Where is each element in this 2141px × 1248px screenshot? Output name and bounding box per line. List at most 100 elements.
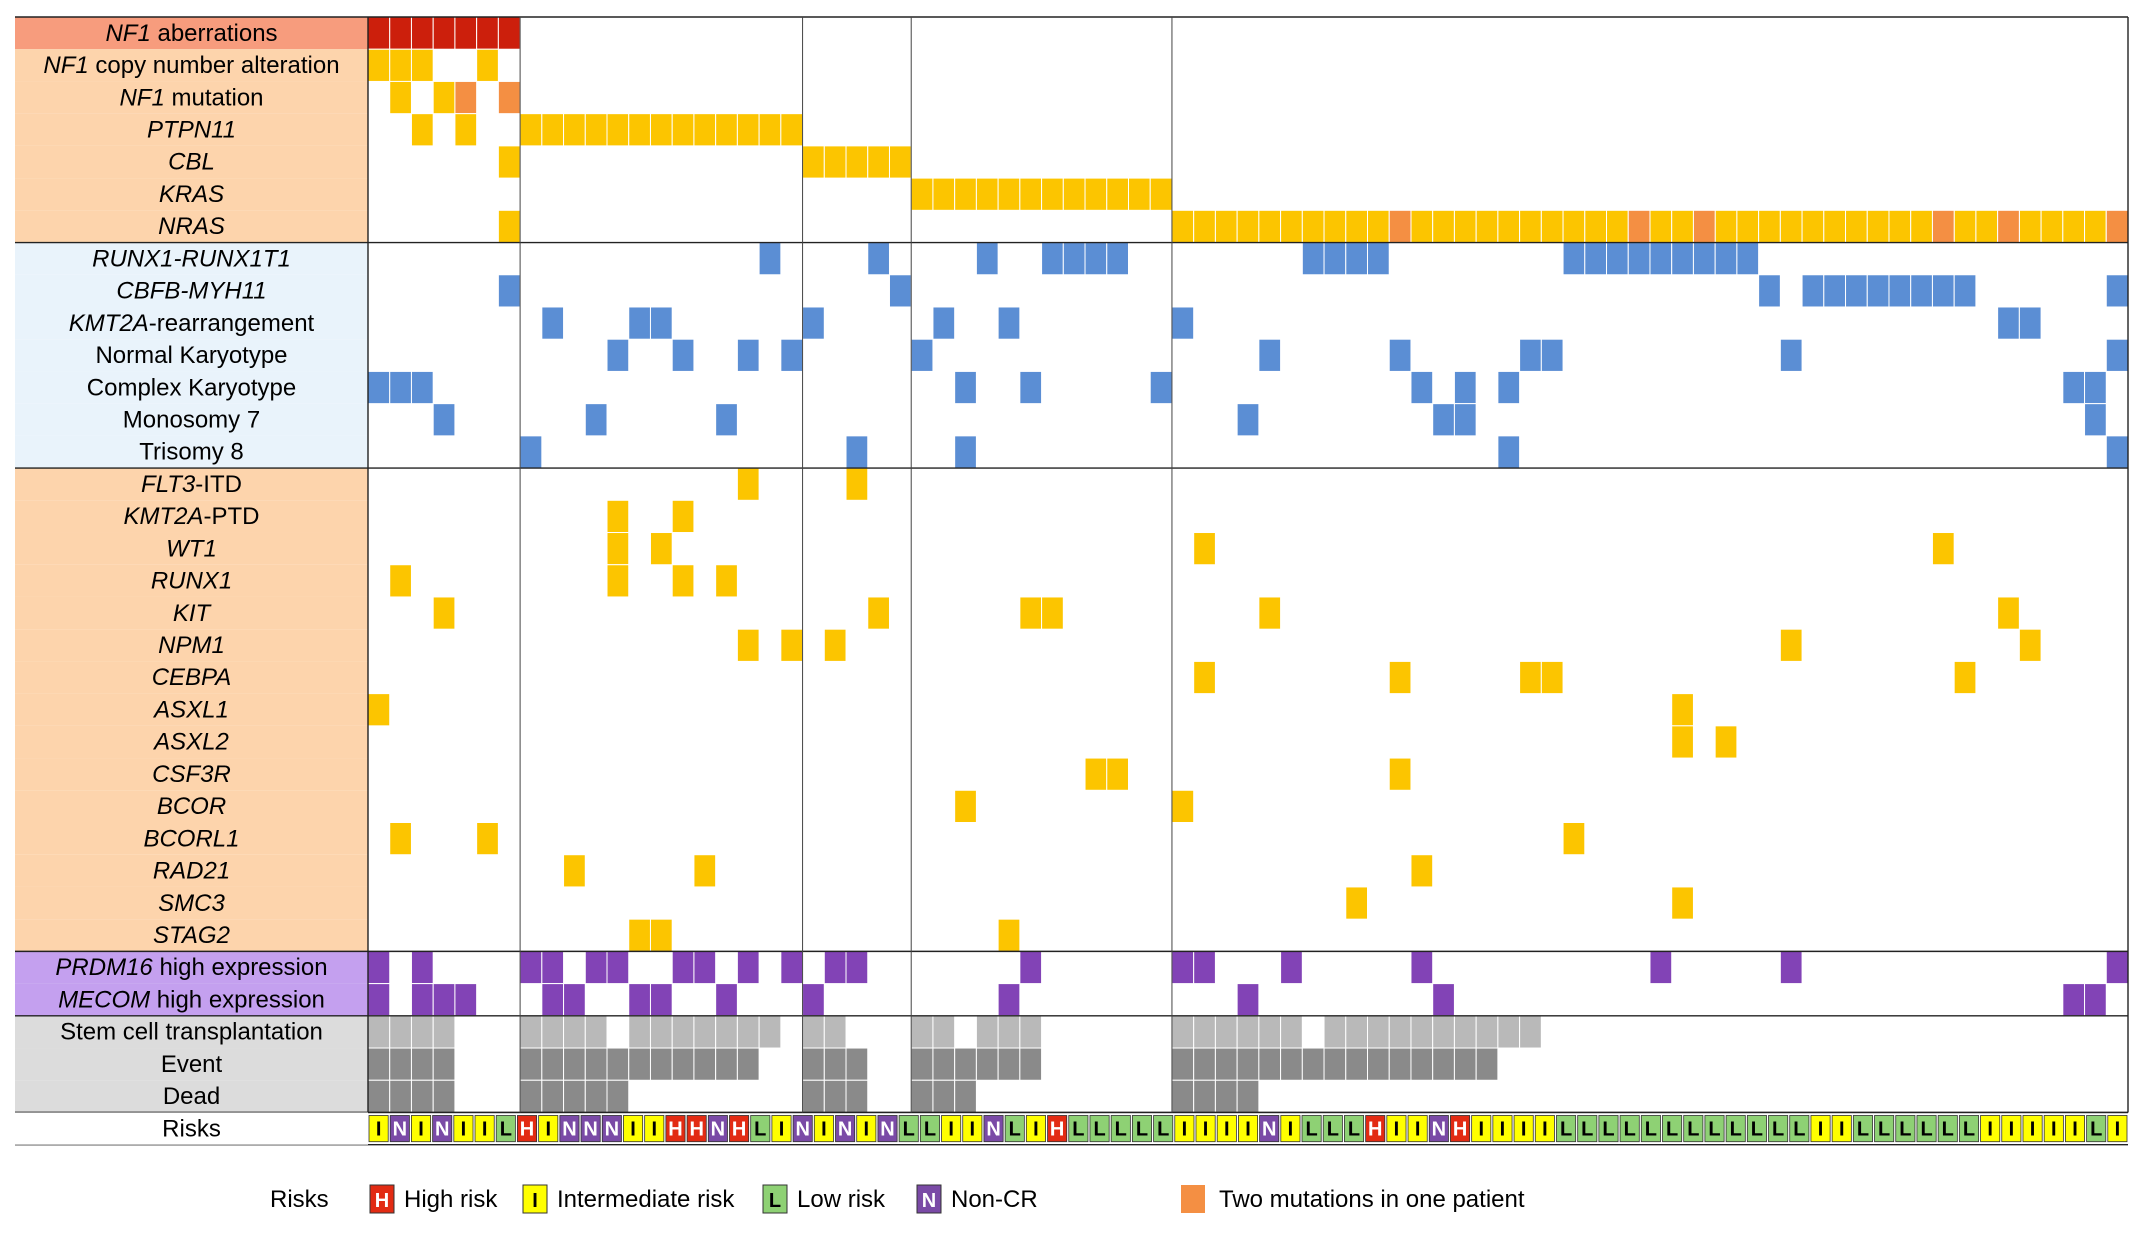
- legend-label-L: Low risk: [797, 1186, 886, 1213]
- cell-prdm16-p31: [1019, 950, 1043, 985]
- cell-nras-p73: [1931, 209, 1955, 244]
- cell-nras-p75: [1975, 209, 1999, 244]
- risk-cell-12: [601, 1115, 622, 1143]
- cell-kras-p36: [1127, 177, 1151, 211]
- cell-cbfb_myh11-p65: [1758, 274, 1781, 308]
- cell-sct-p9: [541, 1015, 565, 1049]
- cell-kras-p33: [1062, 177, 1086, 211]
- cell-bcor-p28: [954, 789, 977, 824]
- risk-letter-3: I: [418, 1119, 424, 1141]
- row-label-bg-rad21: [15, 854, 368, 887]
- risk-cell-35: [1089, 1115, 1110, 1143]
- cell-runx1_runx1t1-p33: [1062, 242, 1086, 276]
- risk-letter-4: N: [435, 1119, 449, 1141]
- cell-kras-p31: [1019, 177, 1043, 211]
- cell-cbfb_myh11-p68: [1823, 274, 1847, 308]
- cell-kmt2a_rearr-p77: [2018, 306, 2042, 340]
- cell-monosomy7-p80: [2084, 403, 2107, 437]
- cell-runx1_runx1t1-p58: [1606, 242, 1629, 276]
- row-label-text: high expression: [153, 954, 328, 981]
- cell-ptpn11-p16: [693, 113, 717, 147]
- row-label-cebpa: CEBPA: [152, 664, 232, 691]
- row-label-nf1_aberrations: NF1 aberrations: [105, 20, 277, 47]
- risk-cell-37: [1131, 1115, 1152, 1143]
- cell-event-p8: [519, 1047, 543, 1081]
- row-label-asxl2: ASXL2: [152, 729, 229, 756]
- risk-cell-65: [1725, 1115, 1746, 1143]
- risk-letter-42: I: [1245, 1119, 1251, 1141]
- cell-event-p38: [1171, 1047, 1195, 1081]
- risk-cell-33: [1047, 1115, 1068, 1143]
- risk-letter-39: I: [1182, 1119, 1188, 1141]
- cell-prdm16-p39: [1193, 950, 1216, 985]
- cell-normal_karyo-p42: [1258, 338, 1282, 372]
- row-label-text: Monosomy 7: [123, 406, 260, 433]
- cell-dead-p12: [606, 1079, 630, 1113]
- cell-nras-p46: [1345, 209, 1369, 244]
- cell-kit-p42: [1258, 596, 1282, 630]
- cell-runx1_runx1t1-p29: [975, 242, 999, 276]
- cell-nras-p52: [1475, 209, 1499, 244]
- cell-nf1_cna-p3: [410, 48, 434, 82]
- cell-complex_karyo-p2: [389, 370, 412, 405]
- row-label-wt1: WT1: [166, 535, 217, 562]
- cell-ptpn11-p20: [780, 113, 804, 147]
- row-label-text: Normal Karyotype: [95, 342, 287, 369]
- risk-cell-53: [1471, 1115, 1492, 1143]
- cell-stag2-p14: [649, 918, 673, 952]
- cell-nras-p40: [1214, 209, 1238, 244]
- risk-letter-59: L: [1602, 1119, 1614, 1141]
- risk-letter-7: L: [500, 1119, 512, 1141]
- risk-letter-58: L: [1581, 1119, 1593, 1141]
- risk-cell-34: [1068, 1115, 1089, 1143]
- cell-nras-p64: [1736, 209, 1760, 244]
- risk-cell-54: [1492, 1115, 1513, 1143]
- risk-cell-75: [1937, 1115, 1958, 1143]
- cell-monosomy7-p17: [715, 403, 738, 437]
- cell-mecom-p79: [2062, 983, 2086, 1017]
- cell-nras-p66: [1779, 209, 1803, 244]
- row-label-csf3r: CSF3R: [152, 761, 231, 788]
- row-label-text: high expression: [150, 986, 325, 1013]
- cell-sct-p45: [1323, 1015, 1347, 1049]
- legend-swatch-two-mutations: [1181, 1185, 1205, 1213]
- legend-label-N: Non-CR: [951, 1186, 1038, 1213]
- risk-cell-72: [1874, 1115, 1895, 1143]
- cell-normal_karyo-p82: [2105, 338, 2129, 372]
- risk-letter-15: H: [668, 1119, 682, 1141]
- risk-letter-5: I: [461, 1119, 467, 1141]
- cell-runx1_runx1t1-p34: [1084, 242, 1108, 276]
- risk-cell-80: [2043, 1115, 2064, 1143]
- row-label-bg-cbfb_myh11: [15, 274, 368, 307]
- row-label-bg-trisomy8: [15, 435, 368, 469]
- cell-ptpn11-p9: [541, 113, 565, 147]
- risk-letter-55: I: [1521, 1119, 1527, 1141]
- cell-dead-p38: [1171, 1079, 1195, 1113]
- risk-cell-40: [1195, 1115, 1216, 1143]
- cell-prdm16-p38: [1171, 950, 1195, 985]
- legend-letter-L: L: [769, 1190, 781, 1212]
- cell-kit-p31: [1019, 596, 1043, 630]
- cell-nras-p49: [1410, 209, 1434, 244]
- cell-nras-p54: [1519, 209, 1542, 244]
- cell-kmt2a_ptd-p15: [671, 499, 695, 534]
- risk-cell-27: [919, 1115, 940, 1143]
- row-label-text: PTPN11: [147, 117, 236, 144]
- cell-sct-p47: [1367, 1015, 1390, 1049]
- cell-cbl-p22: [823, 145, 847, 179]
- risk-cell-70: [1831, 1115, 1852, 1143]
- row-label-nras: NRAS: [158, 213, 225, 240]
- risk-letter-24: I: [864, 1119, 870, 1141]
- risk-letter-76: L: [1963, 1119, 1975, 1141]
- cell-event-p2: [389, 1047, 412, 1081]
- risk-letter-12: N: [605, 1119, 619, 1141]
- cell-kras-p35: [1106, 177, 1129, 211]
- cell-runx1_runx1t1-p62: [1692, 242, 1716, 276]
- cell-bcorl1-p56: [1562, 822, 1586, 856]
- row-label-text: KRAS: [159, 181, 224, 208]
- risk-cell-23: [835, 1115, 856, 1143]
- legend-swatch-H: [369, 1184, 395, 1214]
- risk-letter-51: N: [1432, 1119, 1446, 1141]
- row-label-text: RUNX1: [151, 568, 232, 595]
- risk-cell-26: [898, 1115, 919, 1143]
